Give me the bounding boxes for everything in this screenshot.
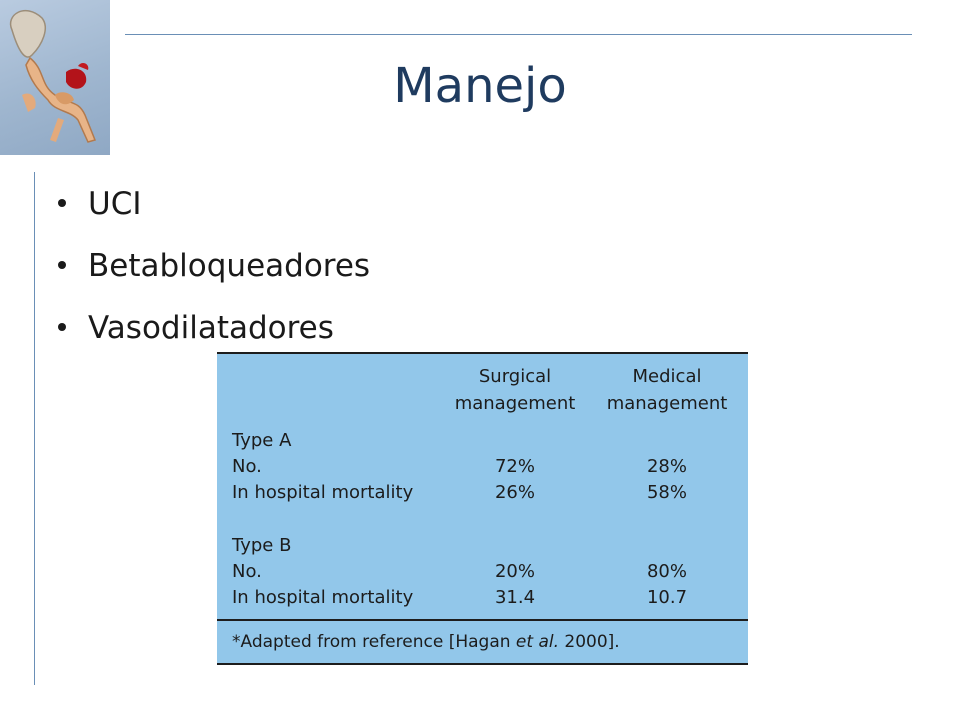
- surgical-header-line1: Surgical: [478, 366, 552, 387]
- medical-header-line1: Medical: [632, 366, 702, 387]
- bullet-item: UCI: [58, 178, 370, 240]
- table-footnote: *Adapted from reference [Hagan et al. 20…: [232, 632, 620, 652]
- row-label: No.: [232, 456, 262, 477]
- cell-medical: 10.7: [646, 587, 688, 608]
- group-label-type-a: Type A: [232, 430, 292, 451]
- footnote-text: *Adapted from reference [Hagan: [232, 632, 516, 652]
- cell-medical: 80%: [646, 561, 687, 582]
- bullet-list: UCI Betabloqueadores Vasodilatadores: [58, 178, 370, 364]
- bullet-item: Vasodilatadores: [58, 302, 370, 364]
- cell-surgical: 31.4: [494, 587, 536, 608]
- footnote-text-end: 2000].: [559, 632, 620, 652]
- cell-surgical: 72%: [494, 456, 535, 477]
- bullet-text: Betabloqueadores: [88, 248, 371, 284]
- surgical-header-line2: management: [454, 393, 576, 414]
- bullet-text: UCI: [88, 186, 142, 222]
- medical-header-line2: management: [606, 393, 728, 414]
- group-label-type-b: Type B: [232, 535, 292, 556]
- row-label: In hospital mortality: [232, 482, 414, 503]
- cell-medical: 28%: [646, 456, 687, 477]
- bullet-item: Betabloqueadores: [58, 240, 370, 302]
- cell-surgical: 26%: [494, 482, 535, 503]
- row-label: No.: [232, 561, 262, 582]
- cell-surgical: 20%: [494, 561, 535, 582]
- bullet-icon: [58, 322, 66, 331]
- footnote-italic: et al.: [515, 632, 559, 652]
- side-rule: [34, 172, 35, 685]
- mortality-table: Surgical management Medical management T…: [217, 352, 748, 665]
- bullet-text: Vasodilatadores: [88, 310, 334, 346]
- slide-title: Manejo: [393, 58, 567, 114]
- bullet-icon: [58, 198, 66, 207]
- row-label: In hospital mortality: [232, 587, 414, 608]
- cell-medical: 58%: [646, 482, 687, 503]
- aorta-illustration: [0, 0, 110, 155]
- footnote-rule: [217, 619, 748, 621]
- header-rule: [125, 34, 912, 35]
- bullet-icon: [58, 260, 66, 269]
